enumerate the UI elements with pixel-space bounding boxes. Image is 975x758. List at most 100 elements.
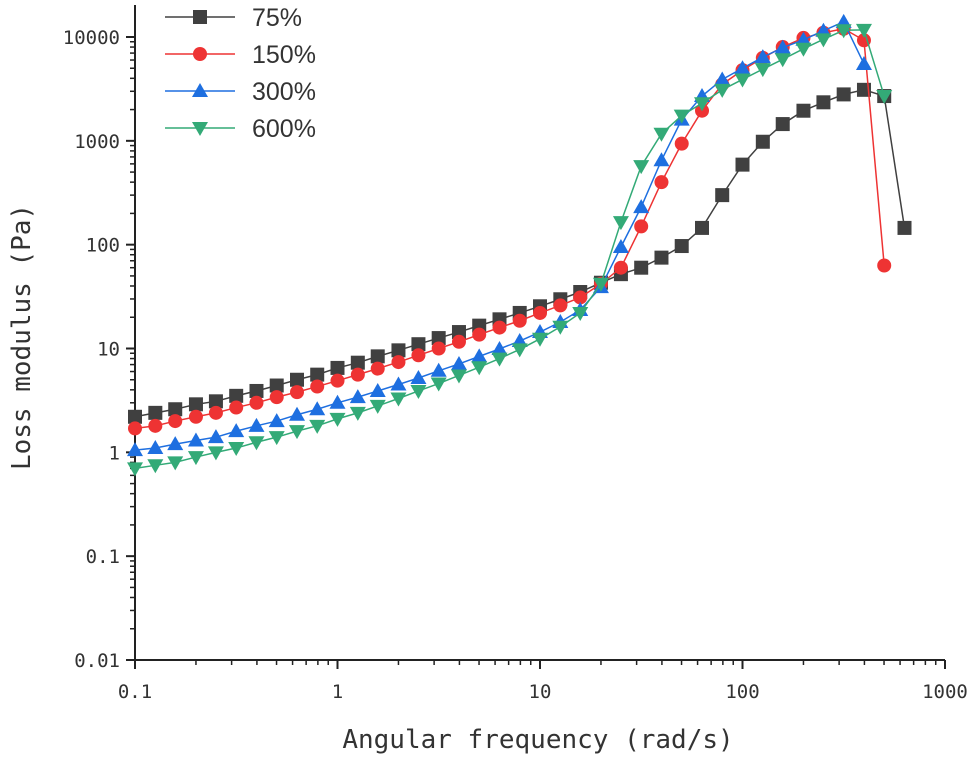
series-75 <box>128 82 912 424</box>
data-point-300 <box>329 394 346 409</box>
data-point-600 <box>876 90 893 105</box>
x-tick-label: 10 <box>529 681 552 703</box>
data-point-300 <box>410 369 427 384</box>
data-point-300 <box>309 401 326 416</box>
data-point-75 <box>229 388 244 403</box>
data-point-150 <box>350 367 365 382</box>
data-point-600 <box>552 320 569 335</box>
data-point-150 <box>249 395 264 410</box>
series-600 <box>127 23 893 477</box>
data-point-600 <box>410 384 427 399</box>
data-point-150 <box>269 390 284 405</box>
data-point-75 <box>816 95 831 110</box>
data-point-150 <box>168 414 183 429</box>
data-point-600 <box>673 109 690 124</box>
data-point-600 <box>694 97 711 112</box>
legend-label-150: 150% <box>252 41 316 69</box>
data-point-300 <box>369 382 386 397</box>
legend-item-600: 600% <box>165 115 316 143</box>
series-line-150 <box>134 27 885 430</box>
axes-layer: 0.1 1 10 100 1000 0.01 0.1 1 10 100 1000 10000 <box>63 5 968 703</box>
data-point-600 <box>714 83 731 98</box>
series-line-75 <box>134 89 906 418</box>
data-point-600 <box>491 352 508 367</box>
data-point-600 <box>147 459 164 474</box>
data-point-600 <box>248 436 265 451</box>
series-line-600 <box>134 29 885 470</box>
data-point-150 <box>613 260 628 275</box>
x-axis-title: Angular frequency (rad/s) <box>342 725 733 755</box>
data-point-600 <box>532 332 548 347</box>
data-point-150 <box>512 313 527 328</box>
data-point-300 <box>167 436 184 451</box>
legend-label-600: 600% <box>252 115 316 143</box>
data-point-150 <box>674 136 689 151</box>
data-point-600 <box>430 377 447 392</box>
data-point-600 <box>633 160 650 175</box>
data-point-75 <box>370 349 385 364</box>
data-point-300 <box>147 440 164 455</box>
data-point-75 <box>451 325 466 340</box>
data-point-300 <box>289 406 306 421</box>
data-point-300 <box>349 389 366 404</box>
data-point-600 <box>511 343 528 358</box>
data-point-150 <box>330 373 345 388</box>
data-point-75 <box>836 87 851 102</box>
data-point-150 <box>208 405 223 420</box>
data-point-600 <box>734 73 751 88</box>
data-point-300 <box>855 55 872 70</box>
data-point-75 <box>695 220 710 235</box>
data-point-600 <box>795 42 812 57</box>
data-point-300 <box>734 60 751 75</box>
data-point-75 <box>330 360 345 375</box>
legend-item-150: 150% <box>165 41 316 69</box>
data-point-600 <box>289 425 306 440</box>
data-point-300 <box>187 432 204 447</box>
data-point-150 <box>634 219 649 234</box>
data-point-150 <box>188 409 203 424</box>
data-point-300 <box>228 423 245 438</box>
data-point-75 <box>269 378 284 393</box>
data-point-600 <box>329 412 346 427</box>
y-tick-label: 0.1 <box>86 546 120 568</box>
data-point-600 <box>835 24 852 39</box>
data-point-300 <box>633 199 650 214</box>
data-point-75 <box>897 220 912 235</box>
y-tick-label: 0.01 <box>74 650 120 672</box>
legend-marker-75 <box>193 10 207 24</box>
data-point-600 <box>369 399 386 414</box>
y-tick-label: 10000 <box>63 27 120 49</box>
data-point-75 <box>634 260 649 275</box>
data-point-300 <box>248 417 265 432</box>
data-point-75 <box>411 337 426 352</box>
data-point-150 <box>472 327 487 342</box>
series-150 <box>128 21 892 436</box>
data-point-75 <box>350 355 365 370</box>
data-point-150 <box>492 320 507 335</box>
data-point-300 <box>207 429 224 444</box>
data-point-600 <box>167 456 184 471</box>
data-point-300 <box>471 348 488 363</box>
x-tick-label: 100 <box>725 681 759 703</box>
data-point-300 <box>127 442 143 457</box>
data-point-600 <box>228 442 245 457</box>
data-point-150 <box>411 348 426 363</box>
series-300 <box>127 13 872 457</box>
data-point-300 <box>390 376 407 391</box>
data-point-150 <box>654 175 669 190</box>
data-point-75 <box>654 250 669 265</box>
data-point-600 <box>774 53 791 68</box>
data-point-300 <box>450 355 467 370</box>
data-point-300 <box>430 362 447 377</box>
legend-item-300: 300% <box>165 78 316 106</box>
data-point-600 <box>450 369 467 384</box>
data-point-150 <box>431 341 446 356</box>
y-tick-label: 1 <box>109 442 120 464</box>
data-point-300 <box>268 413 285 428</box>
data-point-75 <box>674 239 689 254</box>
y-tick-label: 100 <box>86 235 120 257</box>
data-point-150 <box>128 421 142 436</box>
data-point-600 <box>187 451 204 466</box>
data-point-600 <box>572 306 589 321</box>
data-point-150 <box>553 298 568 313</box>
